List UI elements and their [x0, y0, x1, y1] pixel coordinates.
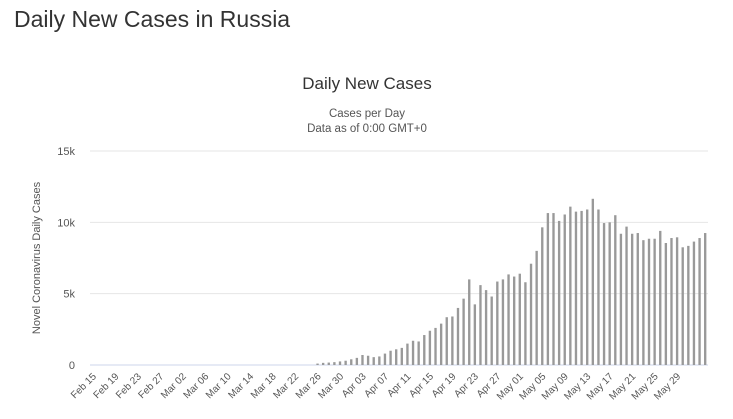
bar	[642, 240, 645, 365]
bar	[383, 353, 387, 365]
bar	[653, 238, 656, 365]
bar	[535, 250, 538, 365]
bar	[563, 214, 566, 365]
x-tick-label: Mar 30	[316, 371, 346, 401]
bar	[350, 359, 353, 365]
bar	[518, 273, 521, 365]
bar	[361, 355, 364, 365]
x-tick-label: Apr 07	[363, 371, 392, 400]
bar	[586, 209, 589, 365]
bar	[664, 243, 668, 365]
y-tick-label: 0	[69, 360, 75, 372]
bar	[602, 223, 606, 365]
bar	[698, 238, 701, 365]
bar	[524, 282, 527, 365]
bar	[704, 233, 707, 365]
page-title: Daily New Cases in Russia	[14, 6, 291, 32]
bar	[338, 361, 342, 365]
bar	[507, 274, 510, 365]
y-tick-label: 5k	[63, 289, 75, 301]
chart-subtitle-line-2: Data as of 0:00 GMT+0	[307, 123, 427, 135]
bar	[333, 362, 336, 365]
bar	[580, 210, 583, 365]
bar	[512, 276, 516, 365]
bar	[670, 238, 673, 365]
bar	[406, 343, 409, 365]
chart-title: Daily New Cases	[302, 74, 431, 93]
bar	[681, 247, 684, 365]
y-axis-ticks: 0 5k 10k 15k	[57, 146, 75, 372]
bar	[496, 281, 499, 365]
bar	[462, 298, 465, 365]
bar	[619, 233, 623, 365]
bar	[423, 335, 426, 365]
bar	[468, 279, 471, 365]
bar	[569, 206, 572, 365]
bar	[316, 363, 319, 365]
bar	[647, 238, 651, 365]
bar	[675, 237, 679, 365]
bar	[344, 360, 347, 365]
bar	[445, 317, 448, 365]
bar	[327, 362, 330, 365]
bar	[614, 215, 617, 365]
bar	[608, 222, 611, 365]
bar	[417, 341, 420, 365]
chart-subtitle-line-1: Cases per Day	[329, 108, 405, 120]
bars	[316, 198, 707, 365]
y-tick-label: 15k	[57, 146, 75, 158]
bar	[597, 209, 600, 365]
bar	[355, 357, 359, 365]
bar	[490, 296, 493, 365]
bar	[400, 347, 403, 365]
bar	[395, 349, 398, 365]
bar	[692, 241, 696, 365]
bar	[428, 330, 432, 365]
bar	[574, 211, 578, 365]
bar	[546, 213, 550, 365]
bar	[552, 213, 555, 365]
bar	[451, 316, 454, 365]
bar	[501, 279, 505, 365]
bar	[366, 355, 370, 365]
bar	[479, 285, 482, 365]
y-axis-title: Novel Coronavirus Daily Cases	[31, 181, 43, 334]
bar	[625, 226, 628, 365]
bar	[389, 350, 392, 365]
bar	[372, 357, 375, 365]
bar	[557, 220, 561, 365]
bar	[378, 356, 381, 365]
bar	[456, 307, 460, 365]
bar	[439, 323, 443, 365]
bar	[636, 233, 639, 365]
bar	[434, 327, 437, 365]
bar	[591, 198, 595, 365]
bar	[630, 233, 634, 365]
bar	[321, 362, 325, 365]
bar	[473, 304, 477, 365]
bar	[687, 245, 690, 365]
bar	[484, 290, 488, 365]
bar	[659, 230, 662, 365]
bar	[411, 340, 415, 365]
y-tick-label: 10k	[57, 217, 75, 229]
bar	[529, 263, 533, 365]
bar	[541, 227, 544, 365]
